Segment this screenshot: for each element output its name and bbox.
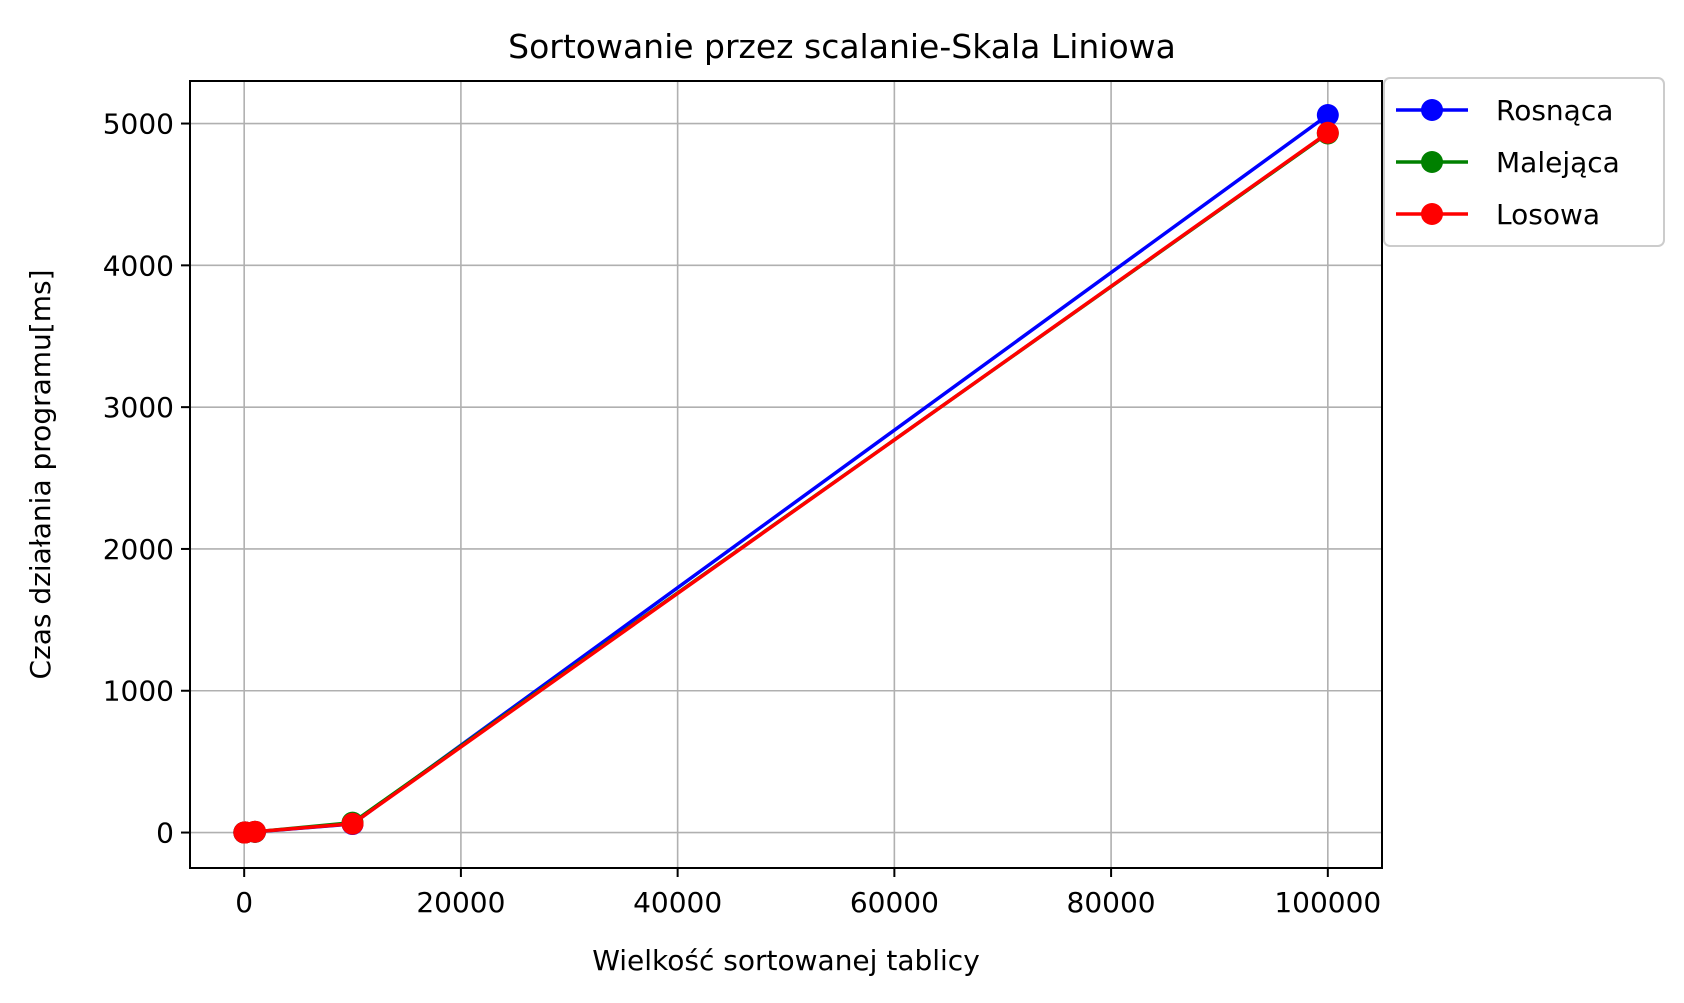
legend-item: Malejąca <box>1396 146 1620 179</box>
y-tick-label: 0 <box>156 817 174 850</box>
plot-area-frame <box>189 80 1383 869</box>
legend-box <box>1383 77 1665 247</box>
legend-marker <box>1421 99 1443 121</box>
x-tick-label: 20000 <box>416 886 505 919</box>
legend-label: Rosnąca <box>1496 94 1613 127</box>
plot-series <box>233 104 1339 844</box>
y-tick-label: 4000 <box>103 249 174 282</box>
y-axis-label: Czas działania programu[ms] <box>24 270 57 680</box>
x-tick-label: 80000 <box>1067 886 1156 919</box>
y-tick-label: 1000 <box>103 675 174 708</box>
axis-ticks: 0 20000 40000 60000 80000 100000 0 1000 2000 3000… <box>103 108 1382 919</box>
x-axis-label: Wielkość sortowanej tablicy <box>592 944 980 977</box>
y-tick-label: 2000 <box>103 533 174 566</box>
data-point <box>244 820 267 843</box>
legend-label: Losowa <box>1496 198 1600 231</box>
legend-item: Losowa <box>1396 198 1600 231</box>
data-point <box>1316 104 1339 127</box>
legend-label: Malejąca <box>1496 146 1620 179</box>
x-tick-label: 0 <box>235 886 253 919</box>
y-tick-label: 3000 <box>103 391 174 424</box>
x-tick-label: 60000 <box>850 886 939 919</box>
legend: Rosnąca Malejąca Losowa <box>1383 77 1665 247</box>
grid <box>190 81 1382 868</box>
legend-item: Rosnąca <box>1396 94 1613 127</box>
legend-marker <box>1421 203 1443 225</box>
series-3 <box>233 121 1339 844</box>
chart-title: Sortowanie przez scalanie-Skala Liniowa <box>508 27 1176 66</box>
legend-marker <box>1421 151 1443 173</box>
x-tick-label: 100000 <box>1274 886 1381 919</box>
data-point <box>1316 121 1339 144</box>
x-tick-label: 40000 <box>633 886 722 919</box>
data-point <box>341 812 364 835</box>
y-tick-label: 5000 <box>103 108 174 141</box>
